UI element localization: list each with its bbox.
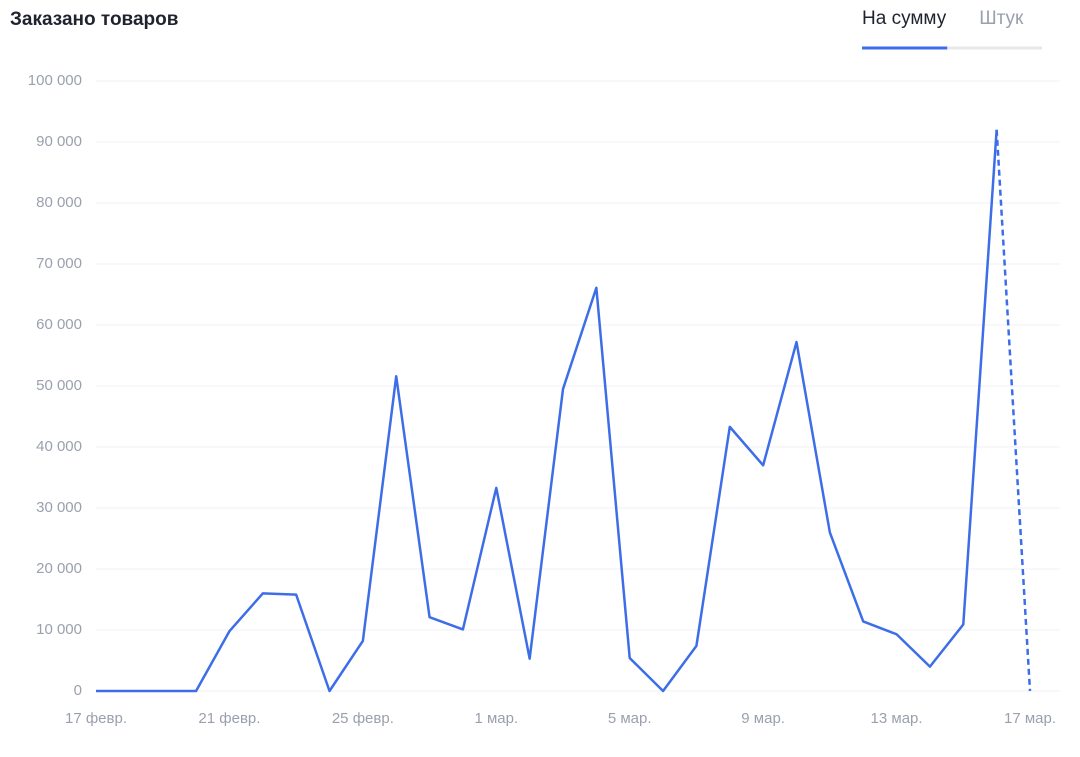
x-tick-label: 9 мар.: [741, 710, 785, 727]
y-tick-label: 40 000: [36, 438, 82, 455]
y-tick-label: 70 000: [36, 255, 82, 272]
y-tick-label: 100 000: [28, 72, 82, 89]
y-tick-label: 80 000: [36, 194, 82, 211]
y-tick-label: 20 000: [36, 560, 82, 577]
x-tick-label: 25 февр.: [332, 710, 394, 727]
x-tick-label: 5 мар.: [608, 710, 652, 727]
x-tick-label: 17 февр.: [65, 710, 127, 727]
y-tick-label: 50 000: [36, 377, 82, 394]
x-tick-label: 1 мар.: [474, 710, 518, 727]
tab[interactable]: Штук: [979, 8, 1024, 29]
x-tick-label: 17 мар.: [1004, 710, 1056, 727]
x-tick-label: 21 февр.: [198, 710, 260, 727]
y-tick-label: 10 000: [36, 621, 82, 638]
y-tick-label: 90 000: [36, 133, 82, 150]
y-tick-label: 30 000: [36, 499, 82, 516]
line-dashed: [995, 129, 1032, 692]
tab[interactable]: На сумму: [862, 8, 947, 29]
line: [96, 129, 998, 693]
chart-title: Заказано товаров: [10, 9, 178, 30]
y-tick-label: 60 000: [36, 316, 82, 333]
x-tick-label: 13 мар.: [871, 710, 923, 727]
y-tick-label: 0: [74, 682, 82, 699]
